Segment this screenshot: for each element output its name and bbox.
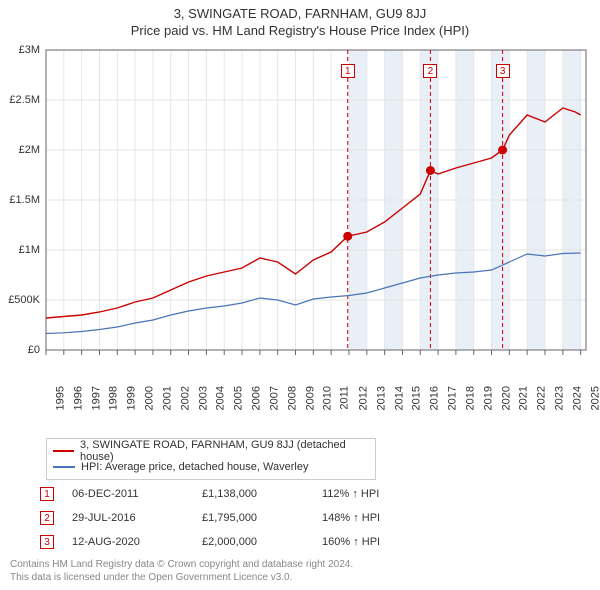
event-marker: 2	[423, 64, 437, 78]
legend-label: HPI: Average price, detached house, Wave…	[81, 461, 308, 473]
event-marker: 1	[341, 64, 355, 78]
x-tick-label: 2025	[589, 386, 600, 410]
sale-price: £1,795,000	[202, 512, 322, 524]
x-tick-label: 2016	[429, 386, 441, 410]
x-tick-label: 2012	[357, 386, 369, 410]
event-point	[343, 232, 352, 241]
x-tick-label: 1999	[126, 386, 138, 410]
x-tick-label: 2023	[553, 386, 565, 410]
x-tick-label: 2018	[464, 386, 476, 410]
sale-date: 06-DEC-2011	[72, 488, 202, 500]
sale-row: 3 12-AUG-2020£2,000,000160% ↑ HPI	[40, 530, 560, 554]
y-tick-label: £1.5M	[0, 194, 40, 206]
event-marker: 3	[496, 64, 510, 78]
x-tick-label: 1998	[108, 386, 120, 410]
x-tick-label: 2024	[571, 386, 583, 410]
x-tick-label: 2007	[268, 386, 280, 410]
x-tick-label: 1996	[72, 386, 84, 410]
x-tick-label: 2014	[393, 386, 405, 410]
page-title: 3, SWINGATE ROAD, FARNHAM, GU9 8JJ	[0, 6, 600, 21]
y-tick-label: £0	[0, 344, 40, 356]
x-tick-label: 2020	[500, 386, 512, 410]
sale-price: £2,000,000	[202, 536, 322, 548]
licence-line-2: This data is licensed under the Open Gov…	[10, 571, 590, 584]
x-tick-label: 2005	[233, 386, 245, 410]
event-point	[426, 166, 435, 175]
x-tick-label: 2003	[197, 386, 209, 410]
x-tick-label: 2011	[339, 386, 351, 410]
sale-date: 29-JUL-2016	[72, 512, 202, 524]
x-tick-label: 2015	[411, 386, 423, 410]
sale-row: 1 06-DEC-2011£1,138,000112% ↑ HPI	[40, 482, 560, 506]
x-tick-label: 2001	[161, 386, 173, 410]
x-tick-label: 2004	[215, 386, 227, 410]
x-tick-label: 1997	[90, 386, 102, 410]
x-tick-label: 2008	[286, 386, 298, 410]
sale-marker: 2	[40, 511, 54, 525]
sale-hpi: 148% ↑ HPI	[322, 512, 560, 524]
sales-table: 1 06-DEC-2011£1,138,000112% ↑ HPI 2 29-JUL-…	[40, 482, 560, 554]
y-tick-label: £2.5M	[0, 94, 40, 106]
x-tick-label: 2010	[322, 386, 334, 410]
legend: 3, SWINGATE ROAD, FARNHAM, GU9 8JJ (deta…	[46, 438, 376, 480]
sale-marker: 1	[40, 487, 54, 501]
event-point	[498, 146, 507, 155]
x-tick-label: 2022	[536, 386, 548, 410]
x-tick-label: 2019	[482, 386, 494, 410]
sale-row: 2 29-JUL-2016£1,795,000148% ↑ HPI	[40, 506, 560, 530]
legend-label: 3, SWINGATE ROAD, FARNHAM, GU9 8JJ (deta…	[80, 439, 369, 463]
x-tick-label: 1995	[54, 386, 66, 410]
y-tick-label: £3M	[0, 44, 40, 56]
legend-swatch	[53, 466, 75, 468]
sale-date: 12-AUG-2020	[72, 536, 202, 548]
licence-text: Contains HM Land Registry data © Crown c…	[10, 558, 590, 584]
sale-price: £1,138,000	[202, 488, 322, 500]
chart-svg	[0, 44, 600, 404]
sale-marker: 3	[40, 535, 54, 549]
licence-line-1: Contains HM Land Registry data © Crown c…	[10, 558, 590, 571]
x-tick-label: 2009	[304, 386, 316, 410]
title-block: 3, SWINGATE ROAD, FARNHAM, GU9 8JJ Price…	[0, 0, 600, 38]
sale-hpi: 160% ↑ HPI	[322, 536, 560, 548]
page-subtitle: Price paid vs. HM Land Registry's House …	[0, 23, 600, 38]
y-tick-label: £2M	[0, 144, 40, 156]
sale-hpi: 112% ↑ HPI	[322, 488, 560, 500]
x-tick-label: 2000	[144, 386, 156, 410]
y-tick-label: £1M	[0, 244, 40, 256]
x-tick-label: 2002	[179, 386, 191, 410]
x-tick-label: 2006	[251, 386, 263, 410]
x-tick-label: 2021	[518, 386, 530, 410]
legend-item: 3, SWINGATE ROAD, FARNHAM, GU9 8JJ (deta…	[53, 443, 369, 459]
y-tick-label: £500K	[0, 294, 40, 306]
x-tick-label: 2013	[375, 386, 387, 410]
chart: £0£500K£1M£1.5M£2M£2.5M£3M19951996199719…	[0, 44, 600, 404]
legend-swatch	[53, 450, 74, 452]
x-tick-label: 2017	[447, 386, 459, 410]
